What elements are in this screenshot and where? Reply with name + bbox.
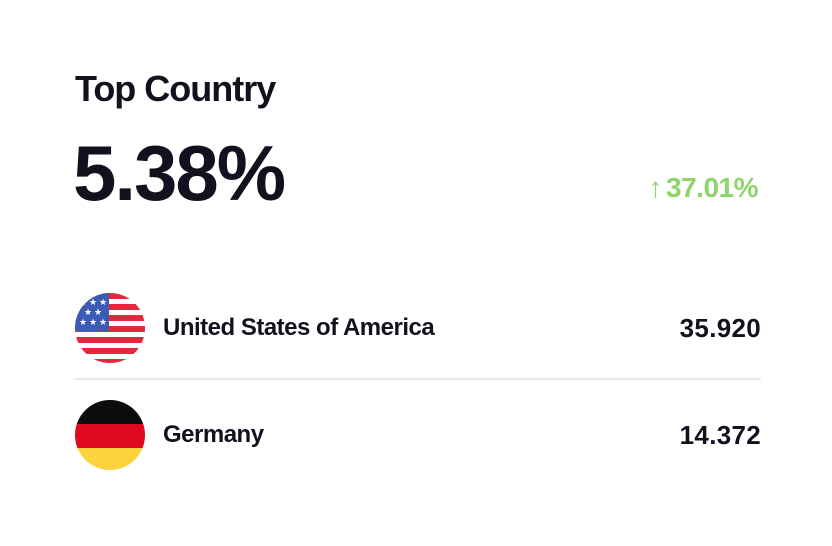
- country-name: United States of America: [163, 314, 435, 341]
- svg-text:★: ★: [89, 298, 97, 308]
- svg-text:★: ★: [84, 308, 92, 318]
- us-flag-icon: ★ ★ ★ ★ ★ ★ ★ ★: [75, 293, 145, 363]
- country-value: 35.920: [679, 312, 761, 343]
- svg-text:★: ★: [79, 318, 87, 328]
- card-title: Top Country: [75, 68, 276, 109]
- arrow-up-icon: ↑: [648, 172, 663, 203]
- svg-text:★: ★: [99, 318, 107, 328]
- country-value: 14.372: [679, 419, 761, 450]
- change-value: 37.01%: [666, 172, 758, 203]
- divider: [75, 378, 761, 380]
- svg-text:★: ★: [79, 298, 87, 308]
- svg-text:★: ★: [99, 298, 107, 308]
- svg-text:★: ★: [94, 308, 102, 318]
- svg-text:★: ★: [89, 318, 97, 328]
- change-indicator: ↑ 37.01%: [648, 172, 759, 204]
- germany-flag-icon: [75, 400, 145, 470]
- country-name: Germany: [163, 421, 264, 448]
- country-row-germany: Germany 14.372: [75, 400, 761, 470]
- top-country-percentage: 5.38%: [73, 129, 286, 217]
- country-row-usa: ★ ★ ★ ★ ★ ★ ★ ★ United States of America 35.9…: [75, 293, 761, 363]
